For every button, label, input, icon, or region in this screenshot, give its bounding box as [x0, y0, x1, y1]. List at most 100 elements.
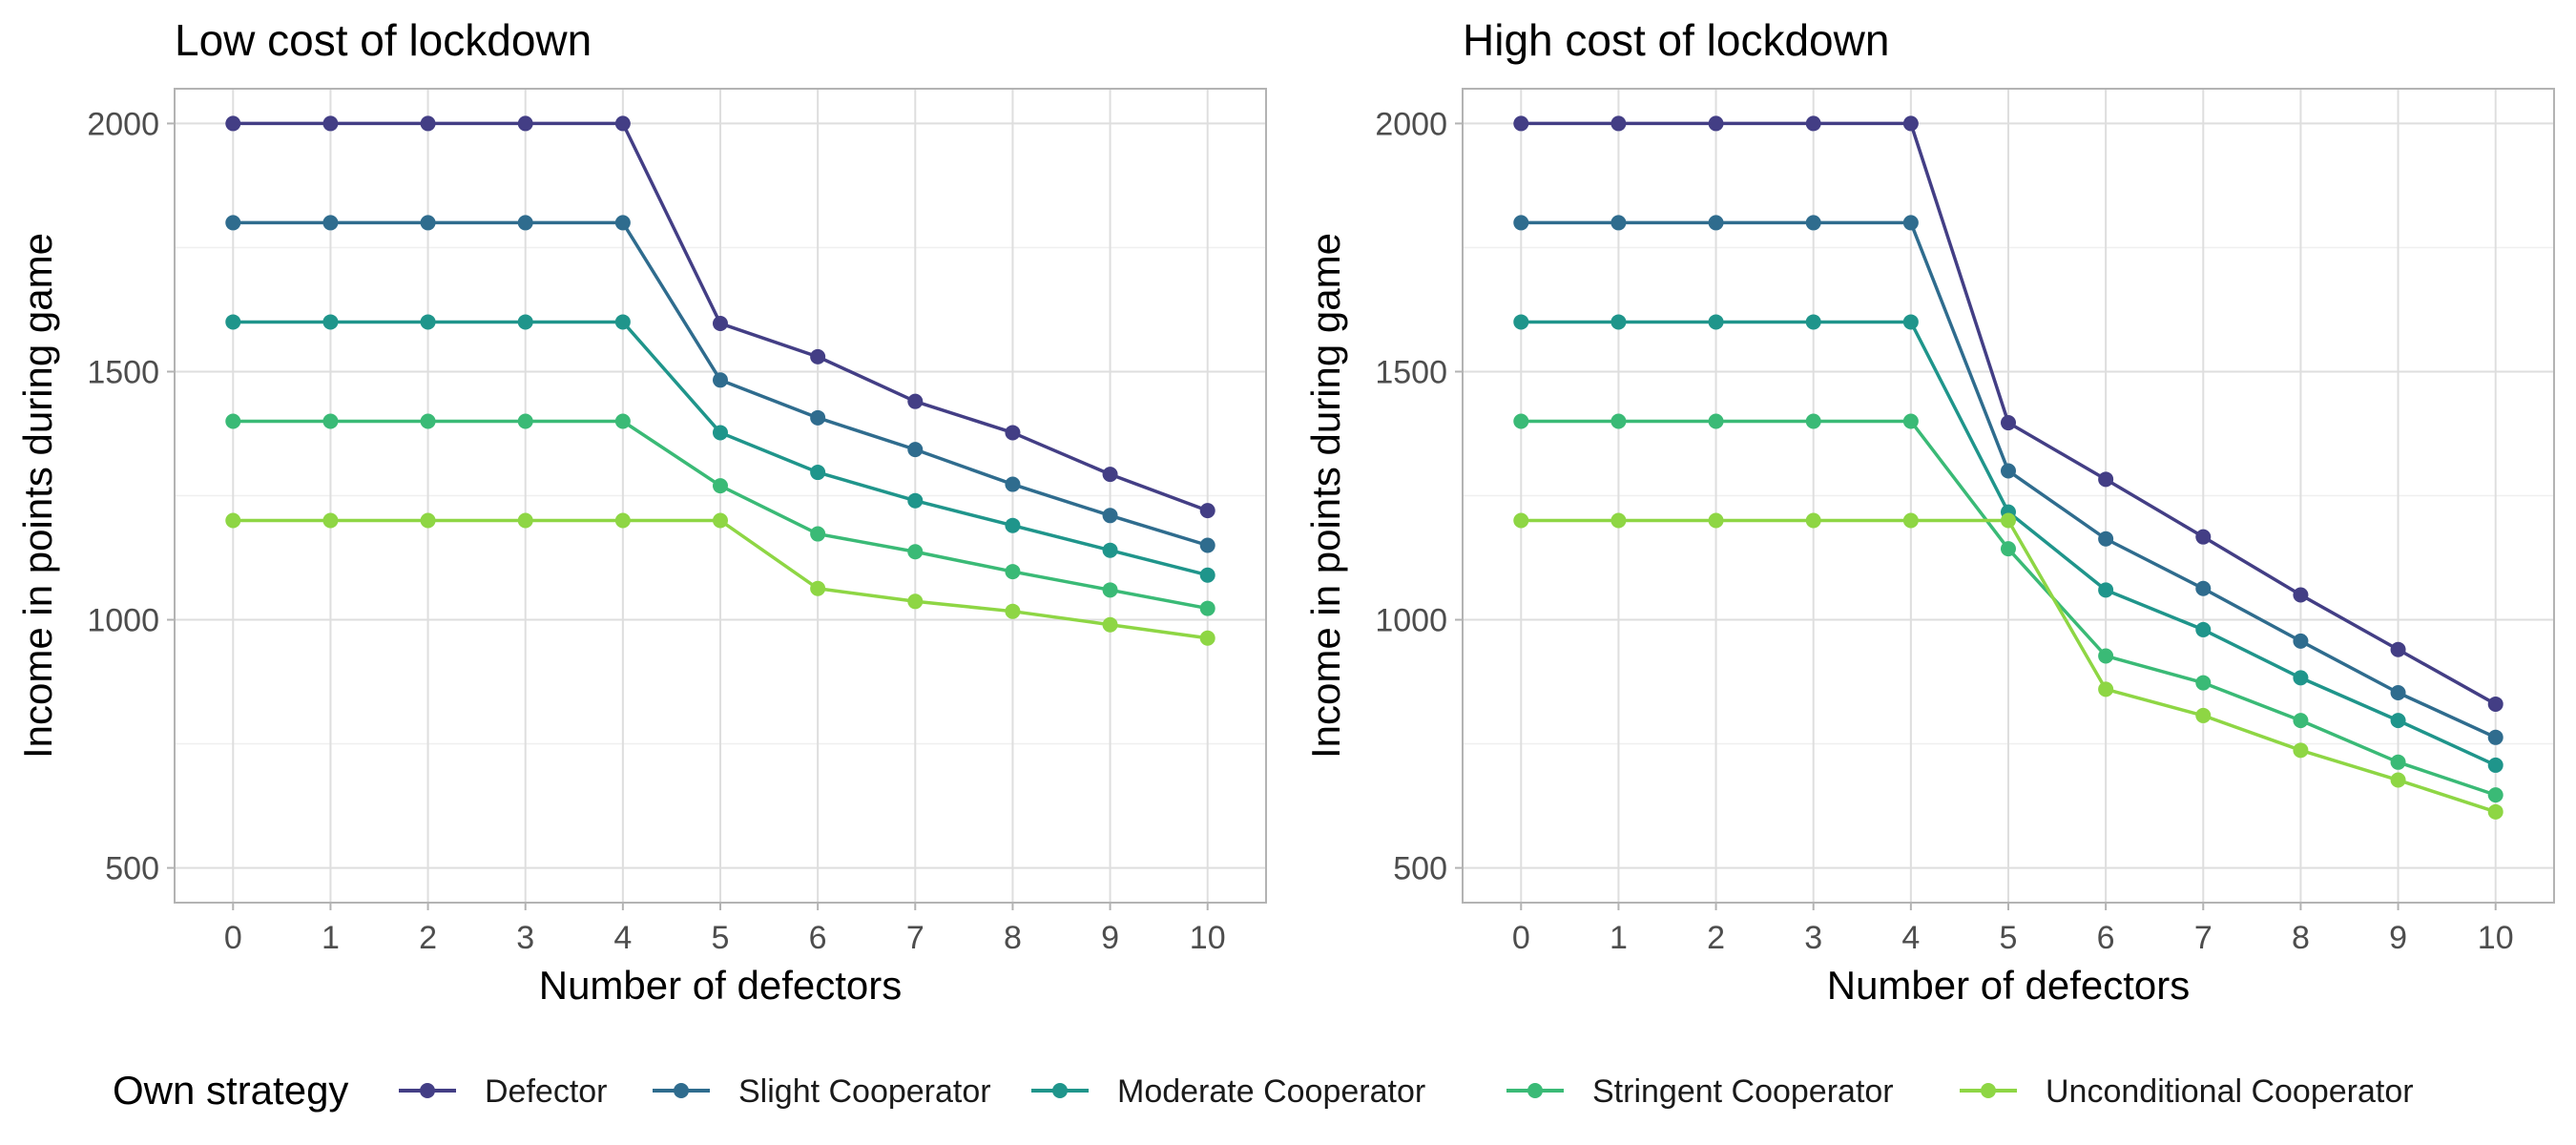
data-point — [2098, 681, 2114, 697]
data-point — [810, 409, 826, 426]
x-tick-label: 2 — [1707, 920, 1725, 956]
data-point — [1805, 512, 1821, 529]
data-point — [225, 115, 241, 132]
data-point — [517, 215, 533, 231]
legend-key-point — [1527, 1083, 1543, 1098]
data-point — [1610, 413, 1627, 429]
data-point — [907, 442, 924, 458]
data-point — [2195, 707, 2212, 723]
data-point — [1610, 115, 1627, 132]
data-point — [1513, 115, 1529, 132]
data-point — [322, 314, 339, 330]
data-point — [420, 512, 436, 529]
data-point — [1005, 603, 1021, 619]
data-point — [1708, 215, 1724, 231]
x-tick-label: 8 — [1004, 920, 1022, 956]
data-point — [1513, 512, 1529, 529]
data-point — [2098, 471, 2114, 488]
data-point — [517, 413, 533, 429]
y-tick-label: 2000 — [1375, 106, 1447, 142]
x-tick-label: 8 — [2292, 920, 2310, 956]
legend: Own strategy Defector Slight Cooperator Mod… — [113, 1068, 2414, 1113]
data-point — [322, 413, 339, 429]
data-point — [225, 413, 241, 429]
data-point — [2195, 580, 2212, 596]
x-axis-title: Number of defectors — [1827, 963, 2191, 1008]
data-point — [713, 372, 728, 388]
data-point — [907, 393, 924, 409]
data-point — [2293, 670, 2309, 686]
data-point — [1005, 564, 1021, 580]
data-point — [2098, 531, 2114, 547]
data-point — [2001, 512, 2016, 529]
legend-label: Moderate Cooperator — [1117, 1073, 1425, 1110]
data-point — [713, 478, 728, 494]
data-point — [2487, 757, 2503, 773]
legend-label: Defector — [485, 1073, 608, 1110]
data-point — [614, 314, 631, 330]
data-point — [2487, 729, 2503, 745]
data-point — [1005, 517, 1021, 533]
x-tick-label: 5 — [2000, 920, 2018, 956]
x-tick-label: 1 — [322, 920, 340, 956]
data-point — [1005, 425, 1021, 441]
data-point — [225, 314, 241, 330]
data-point — [1610, 512, 1627, 529]
data-point — [1805, 115, 1821, 132]
y-tick-label: 1000 — [87, 603, 159, 639]
data-point — [322, 215, 339, 231]
x-tick-label: 6 — [809, 920, 827, 956]
legend-item: Unconditional Cooperator — [1960, 1073, 2414, 1110]
data-point — [322, 512, 339, 529]
data-point — [810, 580, 826, 596]
data-point — [225, 512, 241, 529]
x-tick-label: 0 — [224, 920, 242, 956]
data-point — [2195, 621, 2212, 637]
series-unconditional-cooperator — [1513, 512, 2503, 820]
data-point — [907, 492, 924, 509]
x-tick-label: 5 — [712, 920, 730, 956]
data-point — [1513, 413, 1529, 429]
data-point — [1102, 616, 1118, 633]
x-tick-label: 4 — [1901, 920, 1920, 956]
data-point — [2001, 541, 2016, 557]
x-tick-label: 9 — [1101, 920, 1119, 956]
legend-label: Unconditional Cooperator — [2046, 1073, 2414, 1110]
x-tick-label: 10 — [1190, 920, 1226, 956]
data-point — [713, 512, 728, 529]
legend-label: Stringent Cooperator — [1592, 1073, 1894, 1110]
series-stringent-cooperator — [1513, 413, 2503, 803]
data-point — [2001, 415, 2016, 431]
series-stringent-cooperator — [225, 413, 1215, 616]
data-point — [1708, 512, 1724, 529]
data-point — [2195, 529, 2212, 545]
series-defector — [225, 115, 1215, 519]
data-point — [2487, 787, 2503, 803]
data-point — [2293, 713, 2309, 729]
legend-key-point — [420, 1083, 435, 1098]
series-slight-cooperator — [1513, 215, 2503, 745]
data-point — [2293, 587, 2309, 603]
data-point — [2487, 696, 2503, 712]
data-point — [517, 314, 533, 330]
data-point — [2195, 675, 2212, 691]
data-point — [1199, 630, 1215, 646]
data-point — [2001, 463, 2016, 479]
data-point — [614, 413, 631, 429]
data-point — [1102, 542, 1118, 558]
panel-border — [1462, 88, 2555, 904]
x-tick-label: 3 — [516, 920, 534, 956]
panel-title: Low cost of lockdown — [175, 15, 592, 65]
data-point — [907, 593, 924, 610]
data-point — [1708, 314, 1724, 330]
x-tick-label: 7 — [906, 920, 924, 956]
data-point — [1805, 413, 1821, 429]
legend-item: Slight Cooperator — [653, 1073, 991, 1110]
data-point — [614, 215, 631, 231]
y-tick-label: 500 — [105, 851, 159, 887]
data-point — [420, 115, 436, 132]
x-tick-label: 6 — [2097, 920, 2115, 956]
data-point — [1902, 115, 1919, 132]
series-unconditional-cooperator — [225, 512, 1215, 646]
